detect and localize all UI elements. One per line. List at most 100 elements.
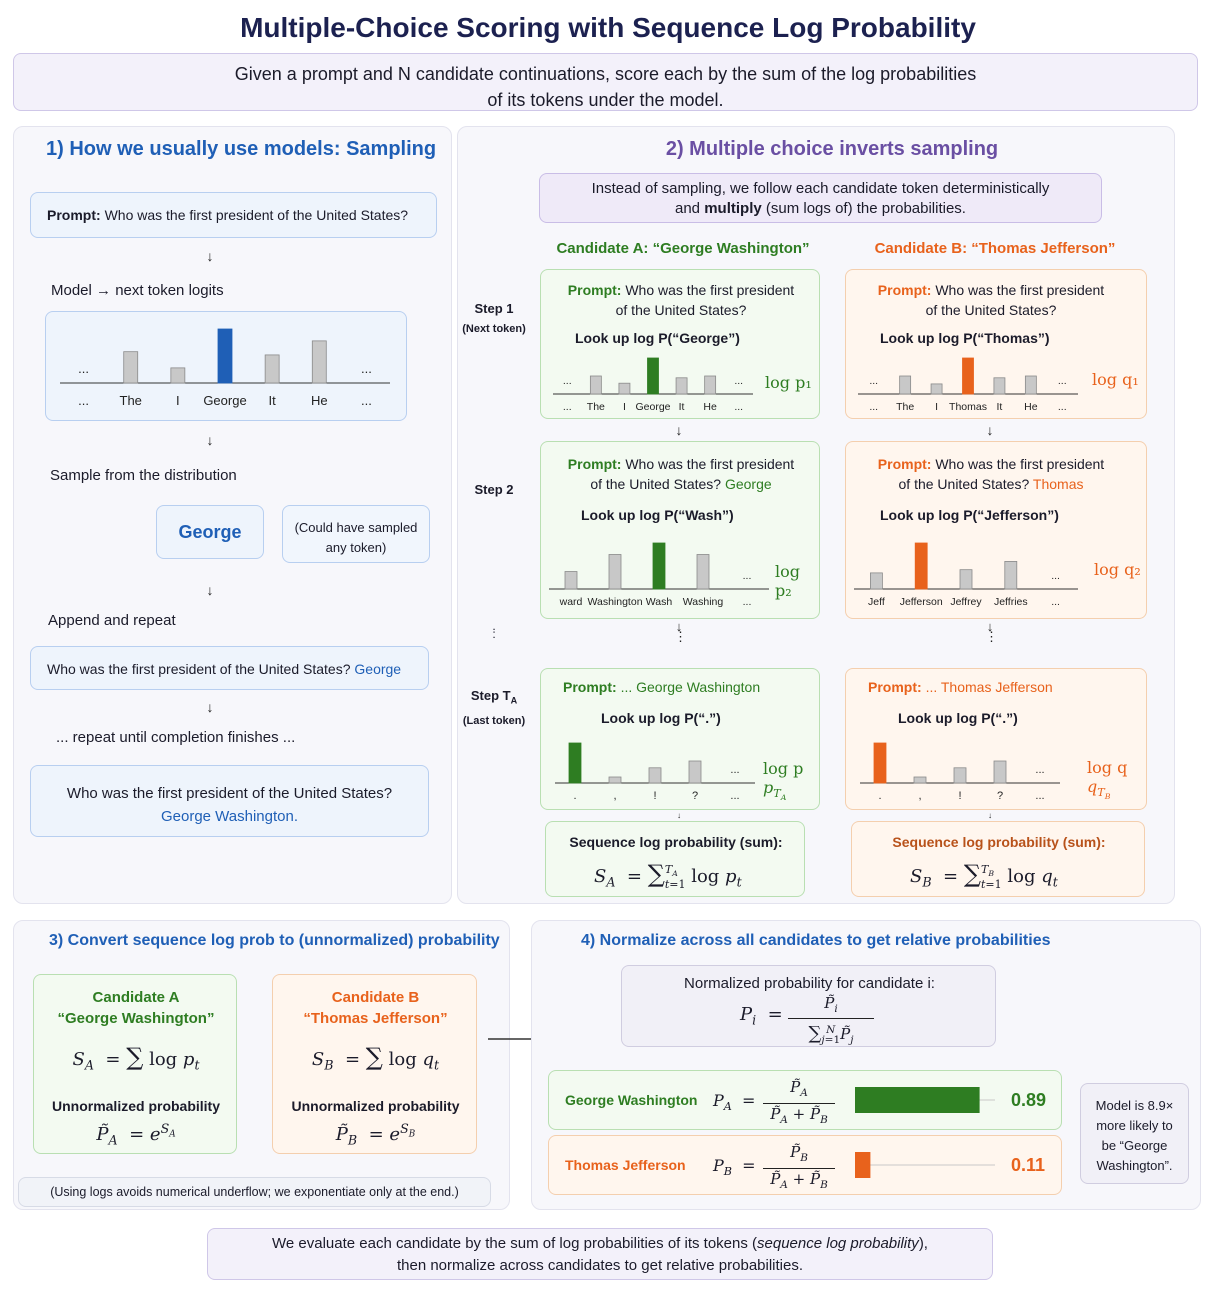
down-arrow-icon: ↓ — [986, 422, 994, 438]
down-arrow-icon: ↓ — [675, 422, 683, 438]
logits-chart: ...... The I George It He...... — [60, 328, 390, 408]
tick-label: ward — [559, 596, 583, 608]
bar-i — [618, 382, 631, 395]
candB-step2-score: log q₂ — [1094, 560, 1141, 579]
tick-label: The — [896, 401, 914, 413]
candA-sum-short: SA = ∑ log pt — [72, 1043, 200, 1073]
section2-intro-box: Instead of sampling, we follow each cand… — [539, 173, 1102, 223]
bar- — [953, 767, 967, 784]
final-completion-box: Who was the first president of the Unite… — [30, 765, 429, 837]
tick-label: ... — [734, 401, 743, 413]
down-arrow-icon: ↓ ⋮ — [985, 619, 998, 644]
tick-label: The — [587, 401, 605, 413]
sample-note-box: (Could have sampled any token) — [282, 505, 430, 563]
sample-note-line2: any token) — [325, 540, 387, 555]
bar-washing — [696, 554, 710, 590]
candA-stepT-score: log p pTA — [763, 759, 804, 803]
sampled-token-box: George — [156, 505, 264, 559]
tick-label: ... — [361, 393, 372, 408]
bar-ellipsis: ... — [78, 361, 89, 376]
footer-line1: We evaluate each candidate by the sum of… — [272, 1235, 928, 1252]
tick-label: ... — [563, 401, 572, 413]
prompt-text: Who was the first president of the Unite… — [104, 207, 409, 223]
step2-label: Step 2 — [474, 482, 514, 497]
candA-step2-box: Prompt: Who was the first president of t… — [540, 441, 820, 619]
bar-jeffries — [1004, 561, 1018, 590]
tick-label: He — [311, 393, 328, 408]
candA-exp-formula: P̃A = eSA — [96, 1121, 176, 1148]
tick-label: , — [918, 790, 921, 802]
tick-label: ! — [958, 790, 961, 802]
prob-bar-fill — [855, 1087, 980, 1113]
bar-he — [704, 375, 717, 395]
stepT-label: Step TA (Last token) — [462, 688, 526, 727]
section3-note: (Using logs avoids numerical underflow; … — [18, 1177, 491, 1207]
bar-ellipsis: ... — [730, 764, 739, 776]
candB-step2-lookup: Look up log P(“Jefferson”) — [880, 507, 1059, 523]
tick-label: ? — [997, 790, 1003, 802]
tick-label: I — [935, 401, 938, 413]
footer-line2: then normalize across candidates to get … — [396, 1257, 804, 1274]
vertical-ellipsis: .: — [492, 619, 496, 641]
tick-label: Washing — [683, 596, 724, 608]
tick-label: I — [176, 393, 180, 408]
candidate-b-title: Candidate B: “Thomas Jefferson” — [874, 240, 1116, 257]
tick-label: George — [203, 393, 246, 408]
bar-ellipsis: ... — [743, 570, 752, 582]
candB-step2-box: Prompt: Who was the first president of t… — [845, 441, 1147, 619]
tick-label: He — [703, 401, 717, 413]
bar-ellipsis: ... — [869, 375, 878, 387]
result-b-value: 0.11 — [1011, 1155, 1046, 1175]
candA-step2-lookup: Look up log P(“Wash”) — [581, 507, 734, 523]
tick-label: Jeff — [868, 596, 885, 608]
candA-step1-box: Prompt: Who was the first president of t… — [540, 269, 820, 419]
section3-heading: 3) Convert sequence log prob to (unnorma… — [49, 932, 500, 949]
candA-step1-lookup: Look up log P(“George”) — [575, 330, 740, 346]
bar- — [873, 742, 887, 784]
bar-ellipsis: ... — [563, 375, 572, 387]
bar-i — [930, 383, 943, 395]
bar-wash — [652, 542, 666, 590]
candB-sum-label: Sequence log probability (sum): — [892, 834, 1106, 850]
candA-step1-chart: ...... The I George It He...... — [553, 357, 753, 413]
down-arrow-icon: ↓ — [206, 699, 214, 715]
bar- — [913, 776, 927, 784]
candA-sum-box: Sequence log probability (sum): SA = ∑TA… — [545, 821, 805, 897]
candA-stepT-lookup: Look up log P(“.”) — [601, 710, 721, 726]
append-box: Who was the first president of the Unite… — [30, 646, 429, 690]
candB-exp-formula: P̃B = eSB — [335, 1121, 416, 1148]
bar-ellipsis: ... — [1035, 764, 1044, 776]
tick-label: ... — [730, 790, 739, 802]
bar-jeff — [869, 572, 883, 590]
down-arrow-icon: ↓ — [206, 582, 214, 598]
result-a-name: George Washington — [565, 1092, 698, 1108]
tick-label: I — [623, 401, 626, 413]
candB-step1-lookup: Look up log P(“Thomas”) — [880, 330, 1050, 346]
tick-label: It — [269, 393, 277, 408]
prob-bar-fill — [855, 1152, 871, 1178]
tick-label: ... — [1051, 596, 1060, 608]
subtitle-box: Given a prompt and N candidate continuat… — [13, 53, 1198, 111]
candB-step1-box: Prompt: Who was the first president of t… — [845, 269, 1147, 419]
down-arrow-icon: ↓ — [206, 432, 214, 448]
sample-note-line1: (Could have sampled — [294, 520, 418, 535]
model-label: Model → next token logits — [51, 282, 224, 299]
bar-jeffrey — [959, 569, 973, 590]
final-line2: George Washington. — [160, 808, 299, 825]
tick-label: ... — [869, 401, 878, 413]
tick-label: . — [878, 790, 881, 802]
result-b-name: Thomas Jefferson — [565, 1157, 686, 1173]
bar-it — [264, 354, 280, 384]
tick-label: ... — [78, 393, 89, 408]
result-a-bar — [855, 1087, 995, 1113]
candA-sum-label: Sequence log probability (sum): — [569, 834, 783, 850]
subtitle-line1: Given a prompt and N candidate continuat… — [234, 64, 977, 84]
bar-ellipsis: ... — [361, 361, 372, 376]
intro-line1: Instead of sampling, we follow each cand… — [591, 180, 1050, 197]
candB-step1-score: log q₁ — [1092, 370, 1139, 389]
bar-thomas — [962, 357, 974, 395]
bar- — [993, 760, 1007, 784]
candA-stepT-box: Prompt: ... George Washington Look up lo… — [540, 668, 820, 810]
repeat-label: ... repeat until completion finishes ... — [56, 729, 296, 746]
bar-he — [311, 340, 327, 384]
